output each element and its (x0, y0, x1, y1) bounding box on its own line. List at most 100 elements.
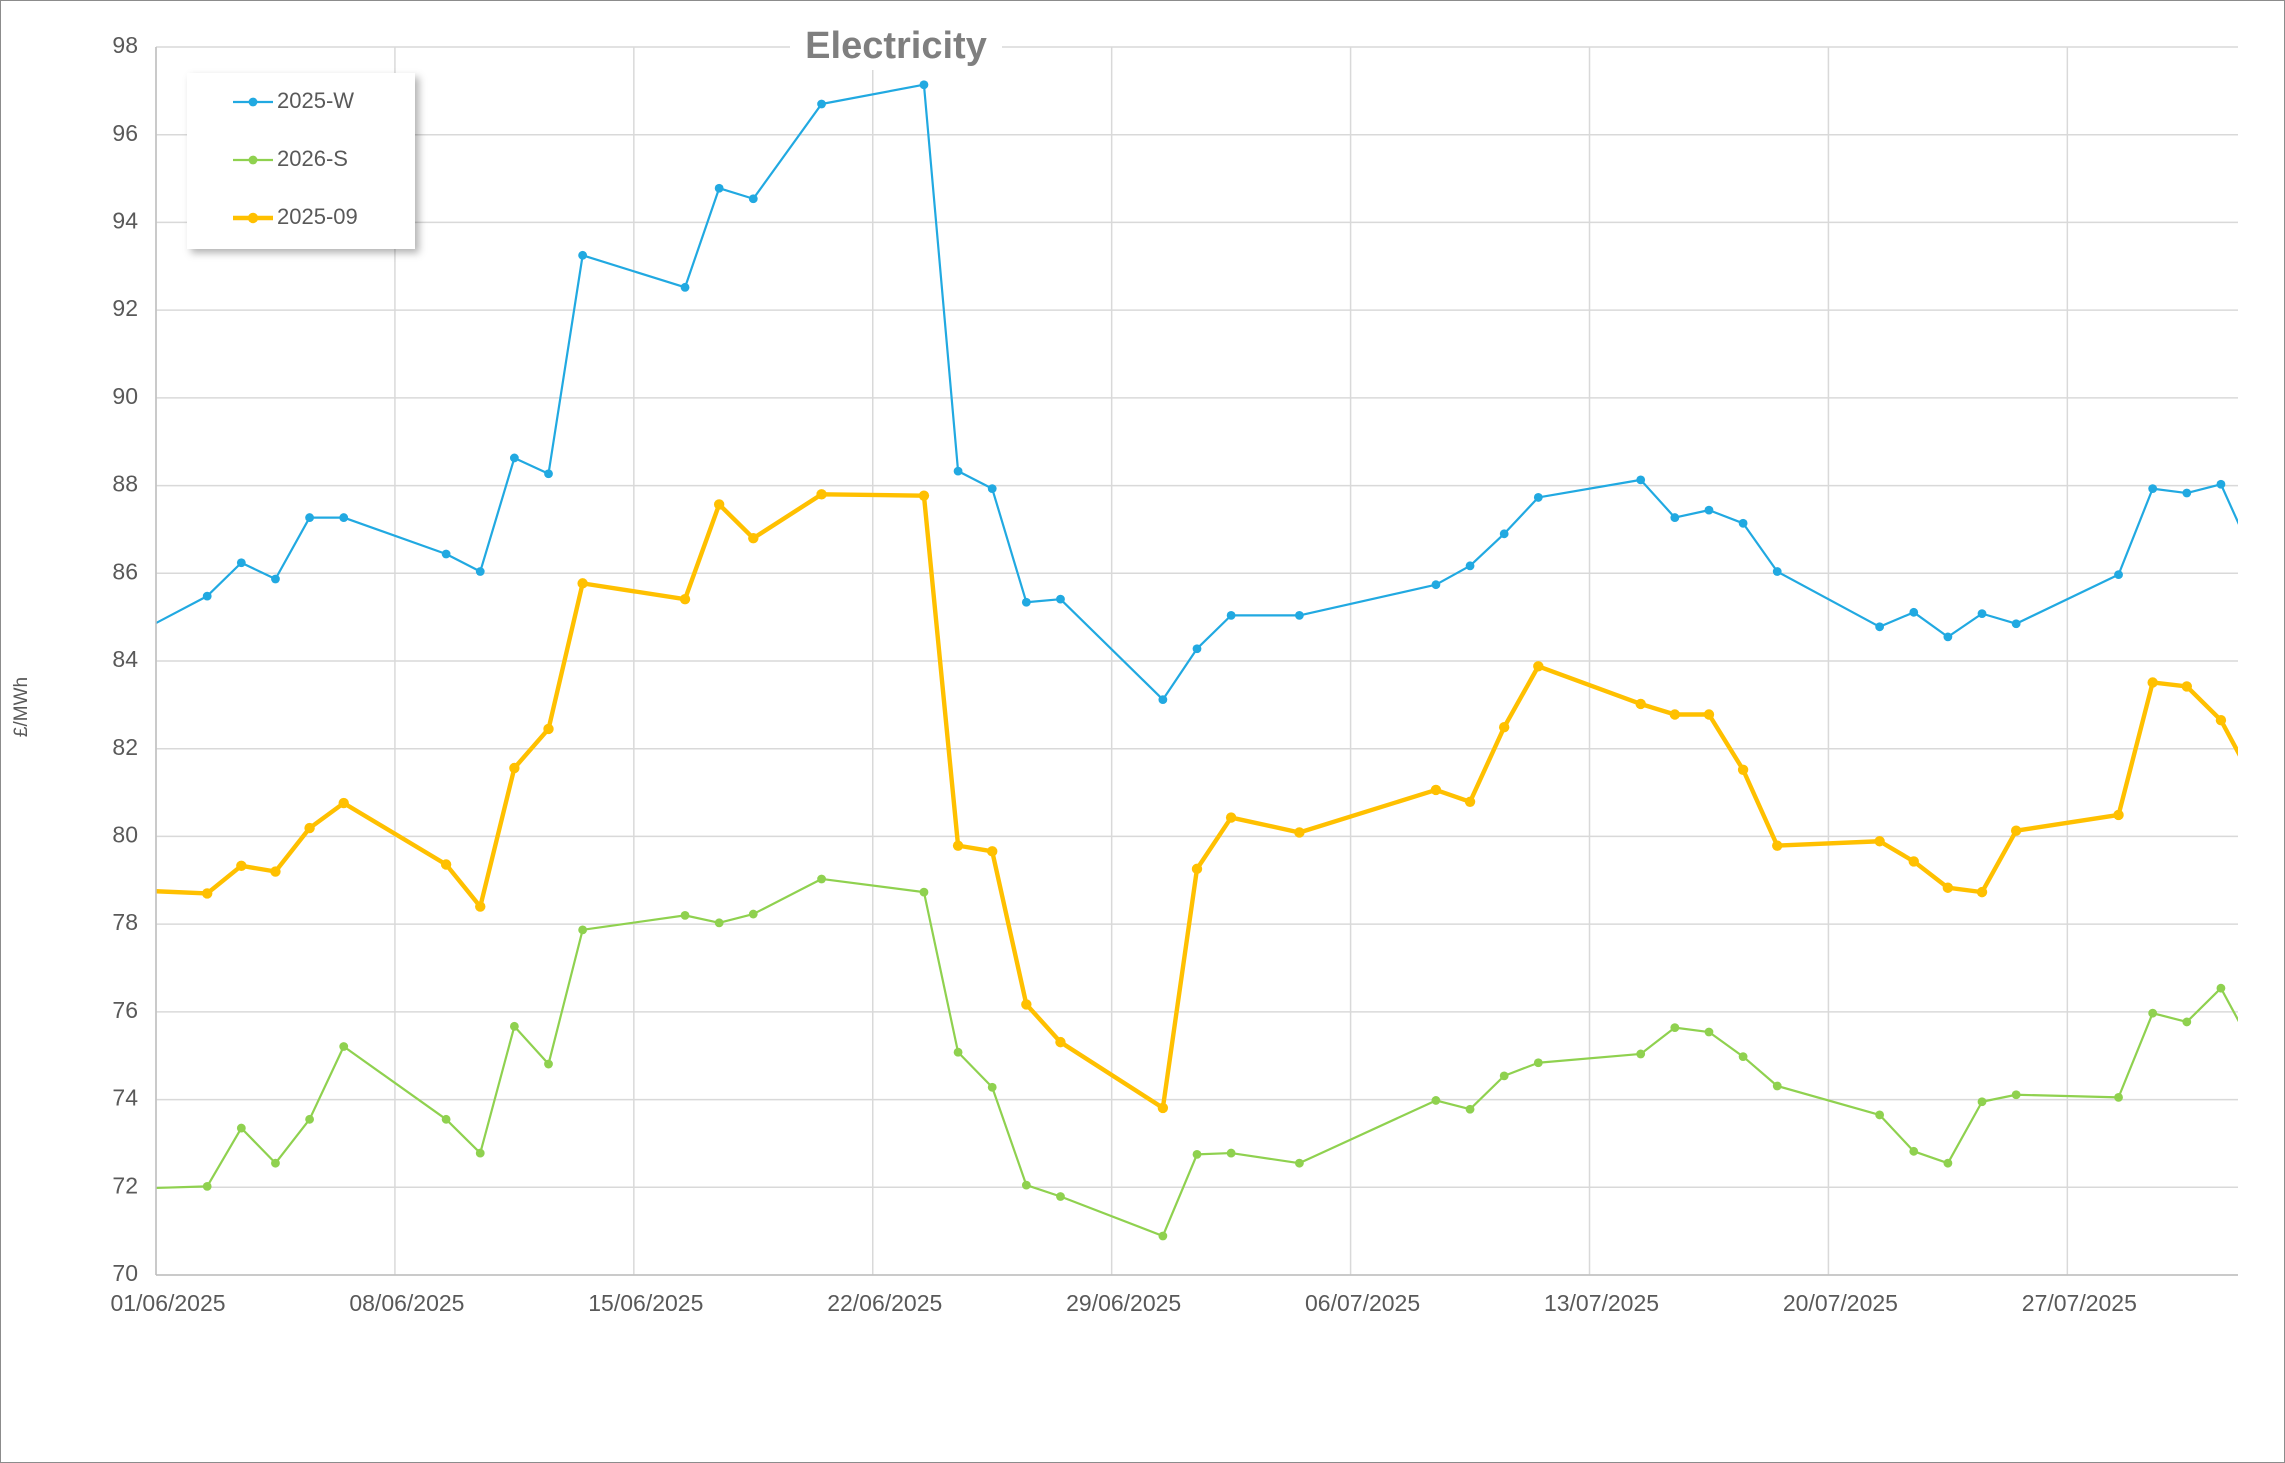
legend: 2025-W 2026-S 2025-09 (187, 73, 415, 249)
x-tick-label: 20/07/2025 (1783, 1290, 1898, 1316)
data-point (680, 910, 690, 920)
data-point (1669, 709, 1681, 720)
data-point (2113, 809, 2124, 821)
data-point (305, 1114, 314, 1124)
data-point (2148, 484, 2158, 494)
data-point (817, 99, 826, 109)
data-point (1056, 594, 1065, 604)
data-point (201, 888, 213, 899)
data-point (304, 822, 315, 834)
data-point (1977, 609, 1987, 619)
y-tick-label: 94 (112, 208, 138, 234)
data-point (1908, 856, 1919, 867)
data-point (1909, 1146, 1919, 1156)
data-point (1226, 1148, 1236, 1158)
data-point (475, 901, 486, 912)
data-point (987, 484, 997, 494)
data-point (748, 194, 758, 204)
data-point (1875, 622, 1885, 632)
data-point (714, 183, 724, 193)
y-tick-label: 76 (112, 997, 138, 1023)
x-tick-label: 13/07/2025 (1544, 1290, 1659, 1316)
data-point (1977, 1097, 1987, 1107)
y-tick-label: 92 (112, 295, 138, 321)
data-point (953, 466, 963, 476)
legend-label: 2026-S (277, 146, 348, 171)
legend-label: 2025-09 (277, 204, 358, 229)
data-point (817, 874, 826, 884)
data-point (578, 250, 588, 260)
data-point (1294, 610, 1304, 620)
y-tick-label: 72 (112, 1172, 138, 1198)
data-point (1942, 882, 1954, 893)
y-tick-label: 80 (112, 822, 138, 848)
data-point (1943, 632, 1953, 642)
y-tick-label: 90 (112, 383, 138, 409)
data-point (1875, 1110, 1885, 1120)
y-tick-label: 70 (112, 1260, 138, 1286)
y-tick-label: 86 (112, 558, 138, 584)
data-point (816, 489, 827, 500)
data-point (338, 797, 349, 809)
data-point (339, 513, 349, 522)
data-point (2148, 1008, 2158, 1018)
data-point (578, 925, 588, 935)
data-point (1772, 1081, 1782, 1091)
data-point (2147, 677, 2158, 688)
data-point (509, 1021, 519, 1031)
data-point (236, 1123, 246, 1133)
data-point (1192, 644, 1202, 654)
data-point (679, 593, 691, 605)
data-point (714, 918, 724, 928)
x-tick-label: 06/07/2025 (1305, 1290, 1420, 1316)
x-tick-label: 22/06/2025 (827, 1290, 942, 1316)
data-point (1976, 886, 1988, 898)
data-point (1533, 493, 1543, 502)
data-point (202, 1182, 212, 1191)
data-point (2114, 1092, 2123, 1102)
data-point (1670, 513, 1680, 522)
legend-marker (248, 155, 258, 165)
legend-marker (248, 97, 258, 107)
data-point (1499, 529, 1509, 539)
x-tick-label: 27/07/2025 (2022, 1290, 2137, 1316)
data-point (1192, 1149, 1202, 1159)
data-point (1498, 722, 1510, 733)
data-point (1430, 784, 1442, 796)
data-point (1533, 1058, 1543, 1068)
x-tick-label: 01/06/2025 (110, 1290, 225, 1316)
data-point (509, 453, 519, 463)
data-point (1670, 1023, 1680, 1033)
data-point (2216, 479, 2226, 489)
y-axis-label: £/MWh (11, 677, 32, 737)
data-point (236, 558, 246, 568)
data-point (475, 1148, 485, 1158)
data-point (1191, 863, 1203, 875)
data-point (1772, 840, 1783, 851)
data-point (1158, 1231, 1168, 1241)
data-point (1704, 1027, 1714, 1037)
data-point (2011, 619, 2021, 629)
data-point (1431, 1096, 1441, 1105)
data-point (543, 723, 554, 735)
y-tick-label: 98 (112, 32, 138, 58)
data-point (1157, 1102, 1169, 1114)
data-point (270, 866, 281, 877)
title-background (790, 24, 1002, 70)
legend-marker (247, 212, 259, 224)
y-tick-label: 84 (112, 646, 138, 672)
x-tick-label: 15/06/2025 (588, 1290, 703, 1316)
y-tick-label: 78 (112, 909, 138, 935)
data-point (1056, 1192, 1065, 1201)
data-point (1294, 1158, 1304, 1168)
data-point (1226, 610, 1236, 620)
data-point (1465, 1104, 1475, 1114)
data-point (713, 499, 725, 510)
data-point (1021, 999, 1032, 1010)
data-point (1703, 709, 1715, 720)
legend-box (187, 73, 415, 249)
chart-title: Electricity (805, 25, 987, 67)
data-point (1021, 597, 1031, 607)
data-point (919, 80, 929, 90)
data-point (1431, 580, 1441, 590)
